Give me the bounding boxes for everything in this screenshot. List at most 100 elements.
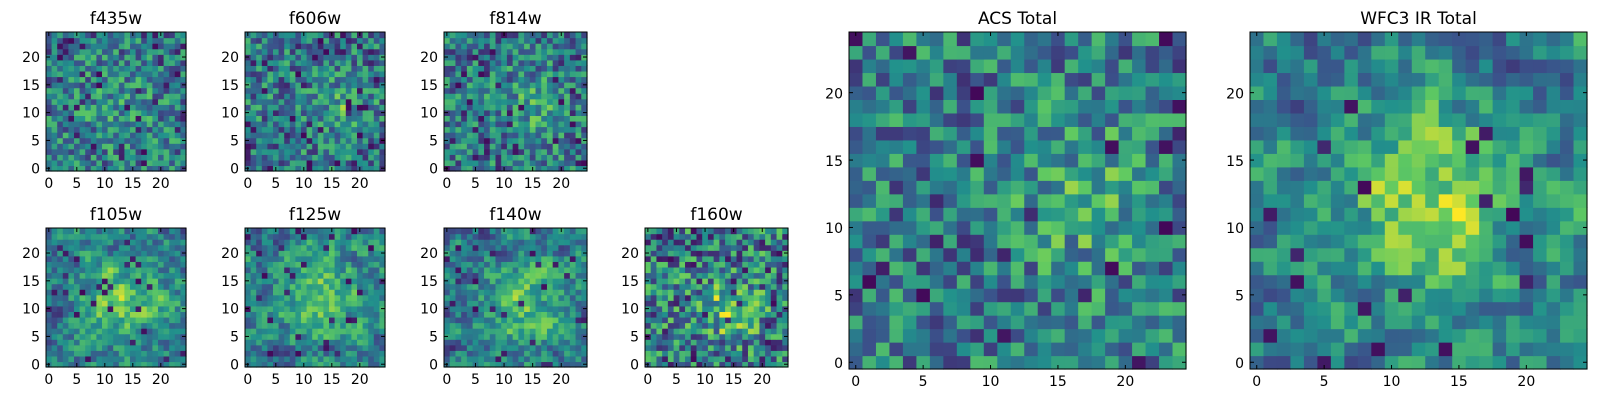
heatmap-cell — [250, 328, 257, 335]
heatmap-cell — [62, 333, 69, 340]
heatmap-cell — [57, 350, 64, 357]
heatmap-cell — [152, 239, 159, 246]
heatmap-cell — [782, 272, 789, 279]
heatmap-cell — [118, 233, 125, 240]
x-tick-label: 10 — [295, 176, 313, 192]
heatmap-cell — [518, 165, 525, 172]
heatmap-cell — [180, 244, 187, 251]
heatmap-cell — [158, 344, 165, 351]
heatmap-cell — [765, 344, 772, 351]
heatmap-cell — [57, 283, 64, 290]
heatmap-cell — [317, 333, 324, 340]
heatmap-cell — [478, 316, 485, 324]
heatmap-cell — [146, 159, 153, 167]
heatmap-cell — [273, 70, 280, 78]
heatmap-cell — [524, 76, 531, 83]
heatmap-cell — [725, 272, 732, 279]
heatmap-cell — [552, 59, 559, 66]
heatmap-cell — [466, 143, 474, 150]
heatmap-cell — [351, 70, 358, 78]
heatmap-cell — [478, 250, 485, 257]
heatmap-cell — [256, 109, 263, 116]
heatmap-cell — [765, 228, 772, 235]
heatmap-cell — [719, 294, 726, 301]
heatmap-cell — [317, 344, 324, 351]
heatmap-cell — [345, 333, 352, 340]
heatmap-cell — [730, 294, 738, 301]
heatmap-cell — [323, 339, 330, 346]
heatmap-cell — [765, 311, 772, 318]
heatmap-cell — [575, 300, 582, 307]
heatmap-cell — [765, 289, 772, 296]
heatmap-cell — [96, 98, 103, 105]
heatmap-cell — [124, 93, 131, 100]
heatmap-cell — [379, 272, 386, 279]
heatmap-cell — [107, 250, 114, 257]
heatmap-cell — [174, 355, 181, 363]
heatmap-cell — [345, 76, 352, 83]
heatmap-cell — [518, 154, 525, 161]
heatmap-cell — [524, 305, 531, 312]
heatmap-cell — [552, 115, 559, 122]
heatmap-cell — [345, 316, 352, 324]
heatmap-cell — [273, 305, 280, 312]
heatmap-cell — [107, 76, 114, 83]
heatmap-cell — [90, 43, 97, 50]
heatmap-cell — [685, 350, 692, 357]
heatmap-cell — [85, 328, 92, 335]
heatmap-cell — [489, 233, 497, 240]
heatmap-cell — [51, 294, 58, 301]
y-tick-label: 5 — [230, 133, 239, 149]
heatmap-cell — [312, 311, 319, 318]
heatmap-cell — [943, 274, 958, 289]
heatmap-cell — [158, 255, 165, 262]
heatmap-cell — [667, 261, 675, 268]
heatmap-cell — [466, 126, 474, 133]
heatmap-cell — [317, 272, 324, 279]
heatmap-cell — [875, 261, 891, 276]
heatmap-cell — [289, 300, 296, 307]
heatmap-cell — [267, 43, 274, 50]
heatmap-cell — [373, 165, 380, 172]
heatmap-cell — [875, 234, 891, 249]
heatmap-cell — [524, 233, 531, 240]
heatmap-cell — [546, 239, 554, 246]
heatmap-cell — [535, 350, 542, 357]
heatmap-cell — [278, 54, 285, 61]
heatmap-cell — [85, 120, 92, 128]
heatmap-cell — [312, 333, 319, 340]
heatmap-cell — [351, 59, 358, 66]
heatmap-cell — [564, 228, 571, 235]
heatmap-cell — [96, 339, 103, 346]
heatmap-cell — [461, 289, 468, 296]
heatmap-cell — [301, 109, 308, 116]
heatmap-cell — [506, 244, 514, 251]
heatmap-cell — [1145, 234, 1160, 249]
heatmap-cell — [719, 333, 726, 340]
heatmap-cell — [970, 328, 985, 343]
heatmap-cell — [90, 65, 97, 72]
heatmap-cell — [546, 328, 554, 335]
heatmap-cell — [489, 98, 497, 105]
heatmap-cell — [46, 339, 53, 346]
heatmap-cell — [546, 228, 554, 235]
heatmap-cell — [501, 70, 508, 78]
heatmap-cell — [245, 132, 252, 139]
heatmap-cell — [466, 54, 474, 61]
heatmap-cell — [301, 132, 308, 139]
heatmap-cell — [368, 244, 375, 251]
heatmap-cell — [351, 228, 358, 235]
heatmap-cell — [529, 104, 537, 111]
heatmap-cell — [575, 239, 582, 246]
heatmap-cell — [256, 344, 263, 351]
heatmap-cell — [776, 361, 783, 368]
heatmap-cell — [317, 322, 324, 329]
heatmap-cell — [461, 154, 468, 161]
heatmap-cell — [357, 37, 364, 44]
heatmap-cell — [575, 233, 582, 240]
y-tick-label: 0 — [31, 357, 40, 373]
heatmap-cell — [558, 93, 565, 100]
heatmap-cell — [776, 228, 783, 235]
y-tick-label: 5 — [630, 329, 639, 345]
heatmap-cell — [1078, 261, 1093, 276]
